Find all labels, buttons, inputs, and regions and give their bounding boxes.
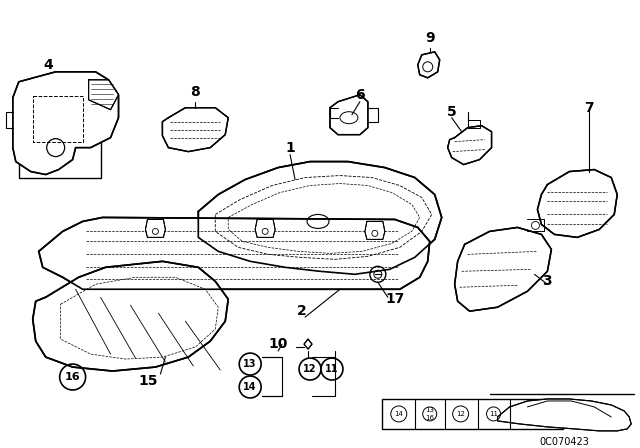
Polygon shape	[198, 162, 442, 274]
Polygon shape	[447, 126, 492, 164]
Text: 17: 17	[385, 292, 404, 306]
Polygon shape	[365, 221, 385, 239]
Polygon shape	[497, 399, 631, 431]
Text: 10: 10	[268, 337, 288, 351]
Text: 16: 16	[425, 415, 434, 421]
Polygon shape	[19, 82, 100, 177]
Text: 3: 3	[543, 274, 552, 288]
Text: 0C070423: 0C070423	[540, 437, 589, 447]
Text: 12: 12	[456, 411, 465, 417]
Text: 1: 1	[285, 141, 295, 155]
Polygon shape	[145, 220, 165, 237]
Text: 4: 4	[44, 58, 54, 72]
Polygon shape	[418, 52, 440, 78]
Text: 13: 13	[425, 407, 434, 413]
Text: 7: 7	[584, 101, 594, 115]
Text: 13: 13	[243, 359, 257, 369]
Text: 11: 11	[325, 364, 339, 374]
Text: 14: 14	[243, 382, 257, 392]
Text: 14: 14	[394, 411, 403, 417]
Polygon shape	[33, 261, 228, 371]
Text: 6: 6	[355, 88, 365, 102]
Text: 8: 8	[191, 85, 200, 99]
Text: 2: 2	[297, 304, 307, 318]
Text: 5: 5	[447, 105, 456, 119]
Text: 15: 15	[139, 374, 158, 388]
Polygon shape	[454, 228, 552, 311]
Text: 12: 12	[303, 364, 317, 374]
Polygon shape	[88, 80, 118, 110]
Text: 16: 16	[65, 372, 81, 382]
FancyBboxPatch shape	[382, 399, 563, 429]
Polygon shape	[163, 108, 228, 151]
Text: 9: 9	[425, 31, 435, 45]
Polygon shape	[39, 217, 429, 289]
Polygon shape	[304, 339, 312, 349]
Polygon shape	[330, 95, 368, 135]
Text: 11: 11	[489, 411, 498, 417]
Polygon shape	[255, 220, 275, 237]
Polygon shape	[13, 72, 118, 175]
Polygon shape	[538, 169, 617, 237]
